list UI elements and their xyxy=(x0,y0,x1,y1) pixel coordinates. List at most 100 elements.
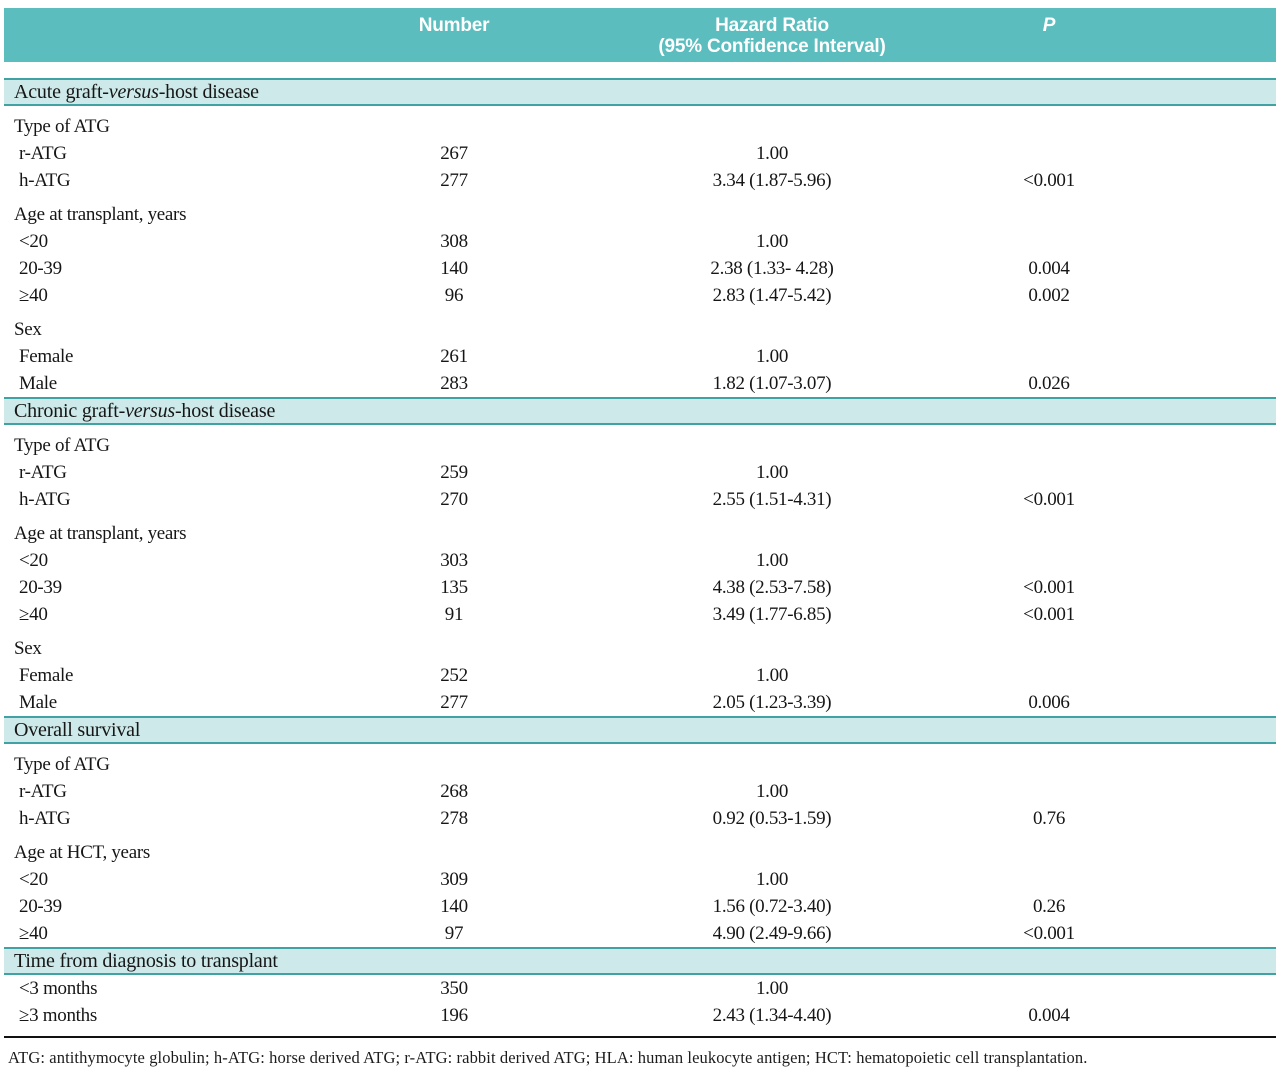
table-row: r-ATG 268 1.00 xyxy=(4,778,1276,805)
group-label: Type of ATG xyxy=(14,115,110,137)
row-label: r-ATG xyxy=(19,780,67,802)
table-row: Male 277 2.05 (1.23-3.39) 0.006 xyxy=(4,689,1276,716)
table-row: r-ATG 259 1.00 xyxy=(4,459,1276,486)
row-p-value: 0.004 xyxy=(1028,257,1070,279)
row-label: 20-39 xyxy=(19,895,62,917)
group-label-row: Type of ATG xyxy=(4,751,1276,778)
group-label: Sex xyxy=(14,637,42,659)
header-number: Number xyxy=(418,15,490,36)
table-row: Male 283 1.82 (1.07-3.07) 0.026 xyxy=(4,370,1276,397)
table-row: Female 252 1.00 xyxy=(4,662,1276,689)
row-hazard-ratio: 1.00 xyxy=(755,230,789,252)
section-header: Acute graft-versus -host disease xyxy=(4,78,1276,106)
row-p-value: <0.001 xyxy=(1023,169,1075,191)
table-row: h-ATG 278 0.92 (0.53-1.59) 0.76 xyxy=(4,805,1276,832)
group-label-row: Type of ATG xyxy=(4,113,1276,140)
row-number: 303 xyxy=(440,549,468,571)
group-label-row: Age at transplant, years xyxy=(4,201,1276,228)
table-row: Female 261 1.00 xyxy=(4,343,1276,370)
row-number: 135 xyxy=(440,576,468,598)
section-title-text: versus xyxy=(125,399,175,422)
group-label: Age at transplant, years xyxy=(14,203,187,225)
table-row: <20 309 1.00 xyxy=(4,866,1276,893)
group-label: Age at HCT, years xyxy=(14,841,150,863)
row-p-value: <0.001 xyxy=(1023,576,1075,598)
section-header: Overall survival xyxy=(4,716,1276,744)
table-row: ≥40 97 4.90 (2.49-9.66) <0.001 xyxy=(4,920,1276,947)
row-p-value: <0.001 xyxy=(1023,922,1075,944)
row-number: 270 xyxy=(440,488,468,510)
row-hazard-ratio: 2.55 (1.51-4.31) xyxy=(712,488,832,510)
row-label: <3 months xyxy=(19,977,98,999)
row-hazard-ratio: 1.00 xyxy=(755,664,789,686)
row-hazard-ratio: 3.34 (1.87-5.96) xyxy=(712,169,832,191)
row-number: 277 xyxy=(440,691,468,713)
row-label: h-ATG xyxy=(19,488,71,510)
table-row: r-ATG 267 1.00 xyxy=(4,140,1276,167)
section-header: Chronic graft-versus -host disease xyxy=(4,397,1276,425)
row-number: 277 xyxy=(440,169,468,191)
row-label: ≥40 xyxy=(19,603,48,625)
group-label-row: Type of ATG xyxy=(4,432,1276,459)
hazard-ratio-table: Number Hazard Ratio (95% Confidence Inte… xyxy=(4,8,1276,1038)
row-label: <20 xyxy=(19,230,48,252)
row-number: 283 xyxy=(440,372,468,394)
row-hazard-ratio: 3.49 (1.77-6.85) xyxy=(712,603,832,625)
row-hazard-ratio: 0.92 (0.53-1.59) xyxy=(712,807,832,829)
table-row: 20-39 140 1.56 (0.72-3.40) 0.26 xyxy=(4,893,1276,920)
row-number: 196 xyxy=(440,1004,468,1026)
row-hazard-ratio: 2.83 (1.47-5.42) xyxy=(712,284,832,306)
row-label: Male xyxy=(19,372,57,394)
header-hazard-ratio-line1: Hazard Ratio xyxy=(715,15,829,36)
row-number: 140 xyxy=(440,895,468,917)
row-label: ≥3 months xyxy=(19,1004,97,1026)
row-hazard-ratio: 1.00 xyxy=(755,868,789,890)
row-label: Female xyxy=(19,664,74,686)
row-hazard-ratio: 1.82 (1.07-3.07) xyxy=(712,372,832,394)
row-p-value: <0.001 xyxy=(1023,603,1075,625)
row-p-value: 0.006 xyxy=(1028,691,1070,713)
row-label: Female xyxy=(19,345,74,367)
section-title-text: Acute graft- xyxy=(14,80,109,103)
row-hazard-ratio: 1.00 xyxy=(755,142,789,164)
table-row: <20 308 1.00 xyxy=(4,228,1276,255)
table-row: <20 303 1.00 xyxy=(4,547,1276,574)
footnote: ATG: antithymocyte globulin; h-ATG: hors… xyxy=(8,1048,1088,1067)
row-label: r-ATG xyxy=(19,461,67,483)
row-p-value: 0.026 xyxy=(1028,372,1070,394)
row-number: 278 xyxy=(440,807,468,829)
header-p-value: P xyxy=(1042,15,1056,36)
row-hazard-ratio: 1.00 xyxy=(755,345,789,367)
table-row: 20-39 140 2.38 (1.33- 4.28) 0.004 xyxy=(4,255,1276,282)
group-label-row: Age at HCT, years xyxy=(4,839,1276,866)
row-p-value: 0.002 xyxy=(1028,284,1070,306)
row-hazard-ratio: 1.00 xyxy=(755,977,789,999)
section-title-text: Time from diagnosis to transplant xyxy=(14,949,278,972)
row-hazard-ratio: 1.00 xyxy=(755,461,789,483)
row-number: 261 xyxy=(440,345,468,367)
header-spacer xyxy=(4,8,324,62)
row-label: 20-39 xyxy=(19,576,62,598)
header-hazard-ratio-line2: (95% Confidence Interval) xyxy=(658,36,886,57)
table-row: <3 months 350 1.00 xyxy=(4,975,1276,1002)
section-title-text: Overall survival xyxy=(14,718,141,741)
table-row: ≥40 91 3.49 (1.77-6.85) <0.001 xyxy=(4,601,1276,628)
section-title-text: -host disease xyxy=(174,399,276,422)
group-label-row: Sex xyxy=(4,635,1276,662)
row-hazard-ratio: 1.56 (0.72-3.40) xyxy=(712,895,832,917)
row-hazard-ratio: 2.05 (1.23-3.39) xyxy=(712,691,832,713)
row-label: <20 xyxy=(19,549,48,571)
row-number: 140 xyxy=(440,257,468,279)
group-label: Type of ATG xyxy=(14,434,110,456)
group-label: Sex xyxy=(14,318,42,340)
group-label: Type of ATG xyxy=(14,753,110,775)
row-label: ≥40 xyxy=(19,284,48,306)
section-title-text: Chronic graft- xyxy=(14,399,126,422)
row-p-value: 0.004 xyxy=(1028,1004,1070,1026)
row-number: 268 xyxy=(440,780,468,802)
row-number: 97 xyxy=(444,922,464,944)
header-hazard-ratio: Hazard Ratio (95% Confidence Interval) xyxy=(584,8,960,62)
table-row: h-ATG 277 3.34 (1.87-5.96) <0.001 xyxy=(4,167,1276,194)
table-bottom-rule xyxy=(4,1036,1276,1038)
group-label-row: Sex xyxy=(4,316,1276,343)
